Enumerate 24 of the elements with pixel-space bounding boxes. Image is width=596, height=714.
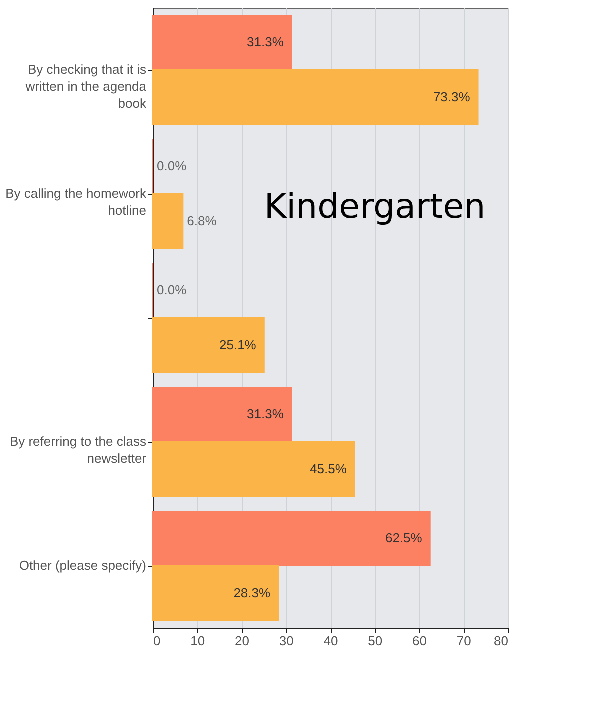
x-tick-label: 60 xyxy=(412,634,427,648)
data-label: 62.5% xyxy=(385,530,423,546)
data-label: 28.3% xyxy=(234,585,272,600)
y-tick-label: By checking that it is written in the agenda book xyxy=(24,62,148,111)
data-label: 0.0% xyxy=(157,282,188,298)
y-tick-label: By calling the homework hotline xyxy=(6,186,147,218)
x-tick-label: 70 xyxy=(456,634,472,648)
data-label: 6.8% xyxy=(187,213,218,228)
data-label: 0.0% xyxy=(157,158,188,174)
x-tick-label: 80 xyxy=(494,634,508,648)
data-label: 31.3% xyxy=(247,34,284,50)
annotation: Kindergarten xyxy=(264,187,486,227)
data-label: 25.1% xyxy=(220,337,257,352)
x-tick-label: 30 xyxy=(279,634,294,648)
x-tick-label: 40 xyxy=(324,634,338,648)
data-label: 45.5% xyxy=(310,461,348,476)
x-tick-label: 10 xyxy=(190,634,206,648)
y-tick-label: By referring to the class newsletter xyxy=(10,434,148,466)
x-tick-label: 50 xyxy=(368,634,383,648)
x-tick-label: 20 xyxy=(235,634,250,648)
x-tick-label: 0 xyxy=(154,634,161,648)
data-label: 31.3% xyxy=(247,406,284,422)
data-label: 73.3% xyxy=(433,89,471,104)
y-tick-label: Other (please specify) xyxy=(19,558,146,573)
